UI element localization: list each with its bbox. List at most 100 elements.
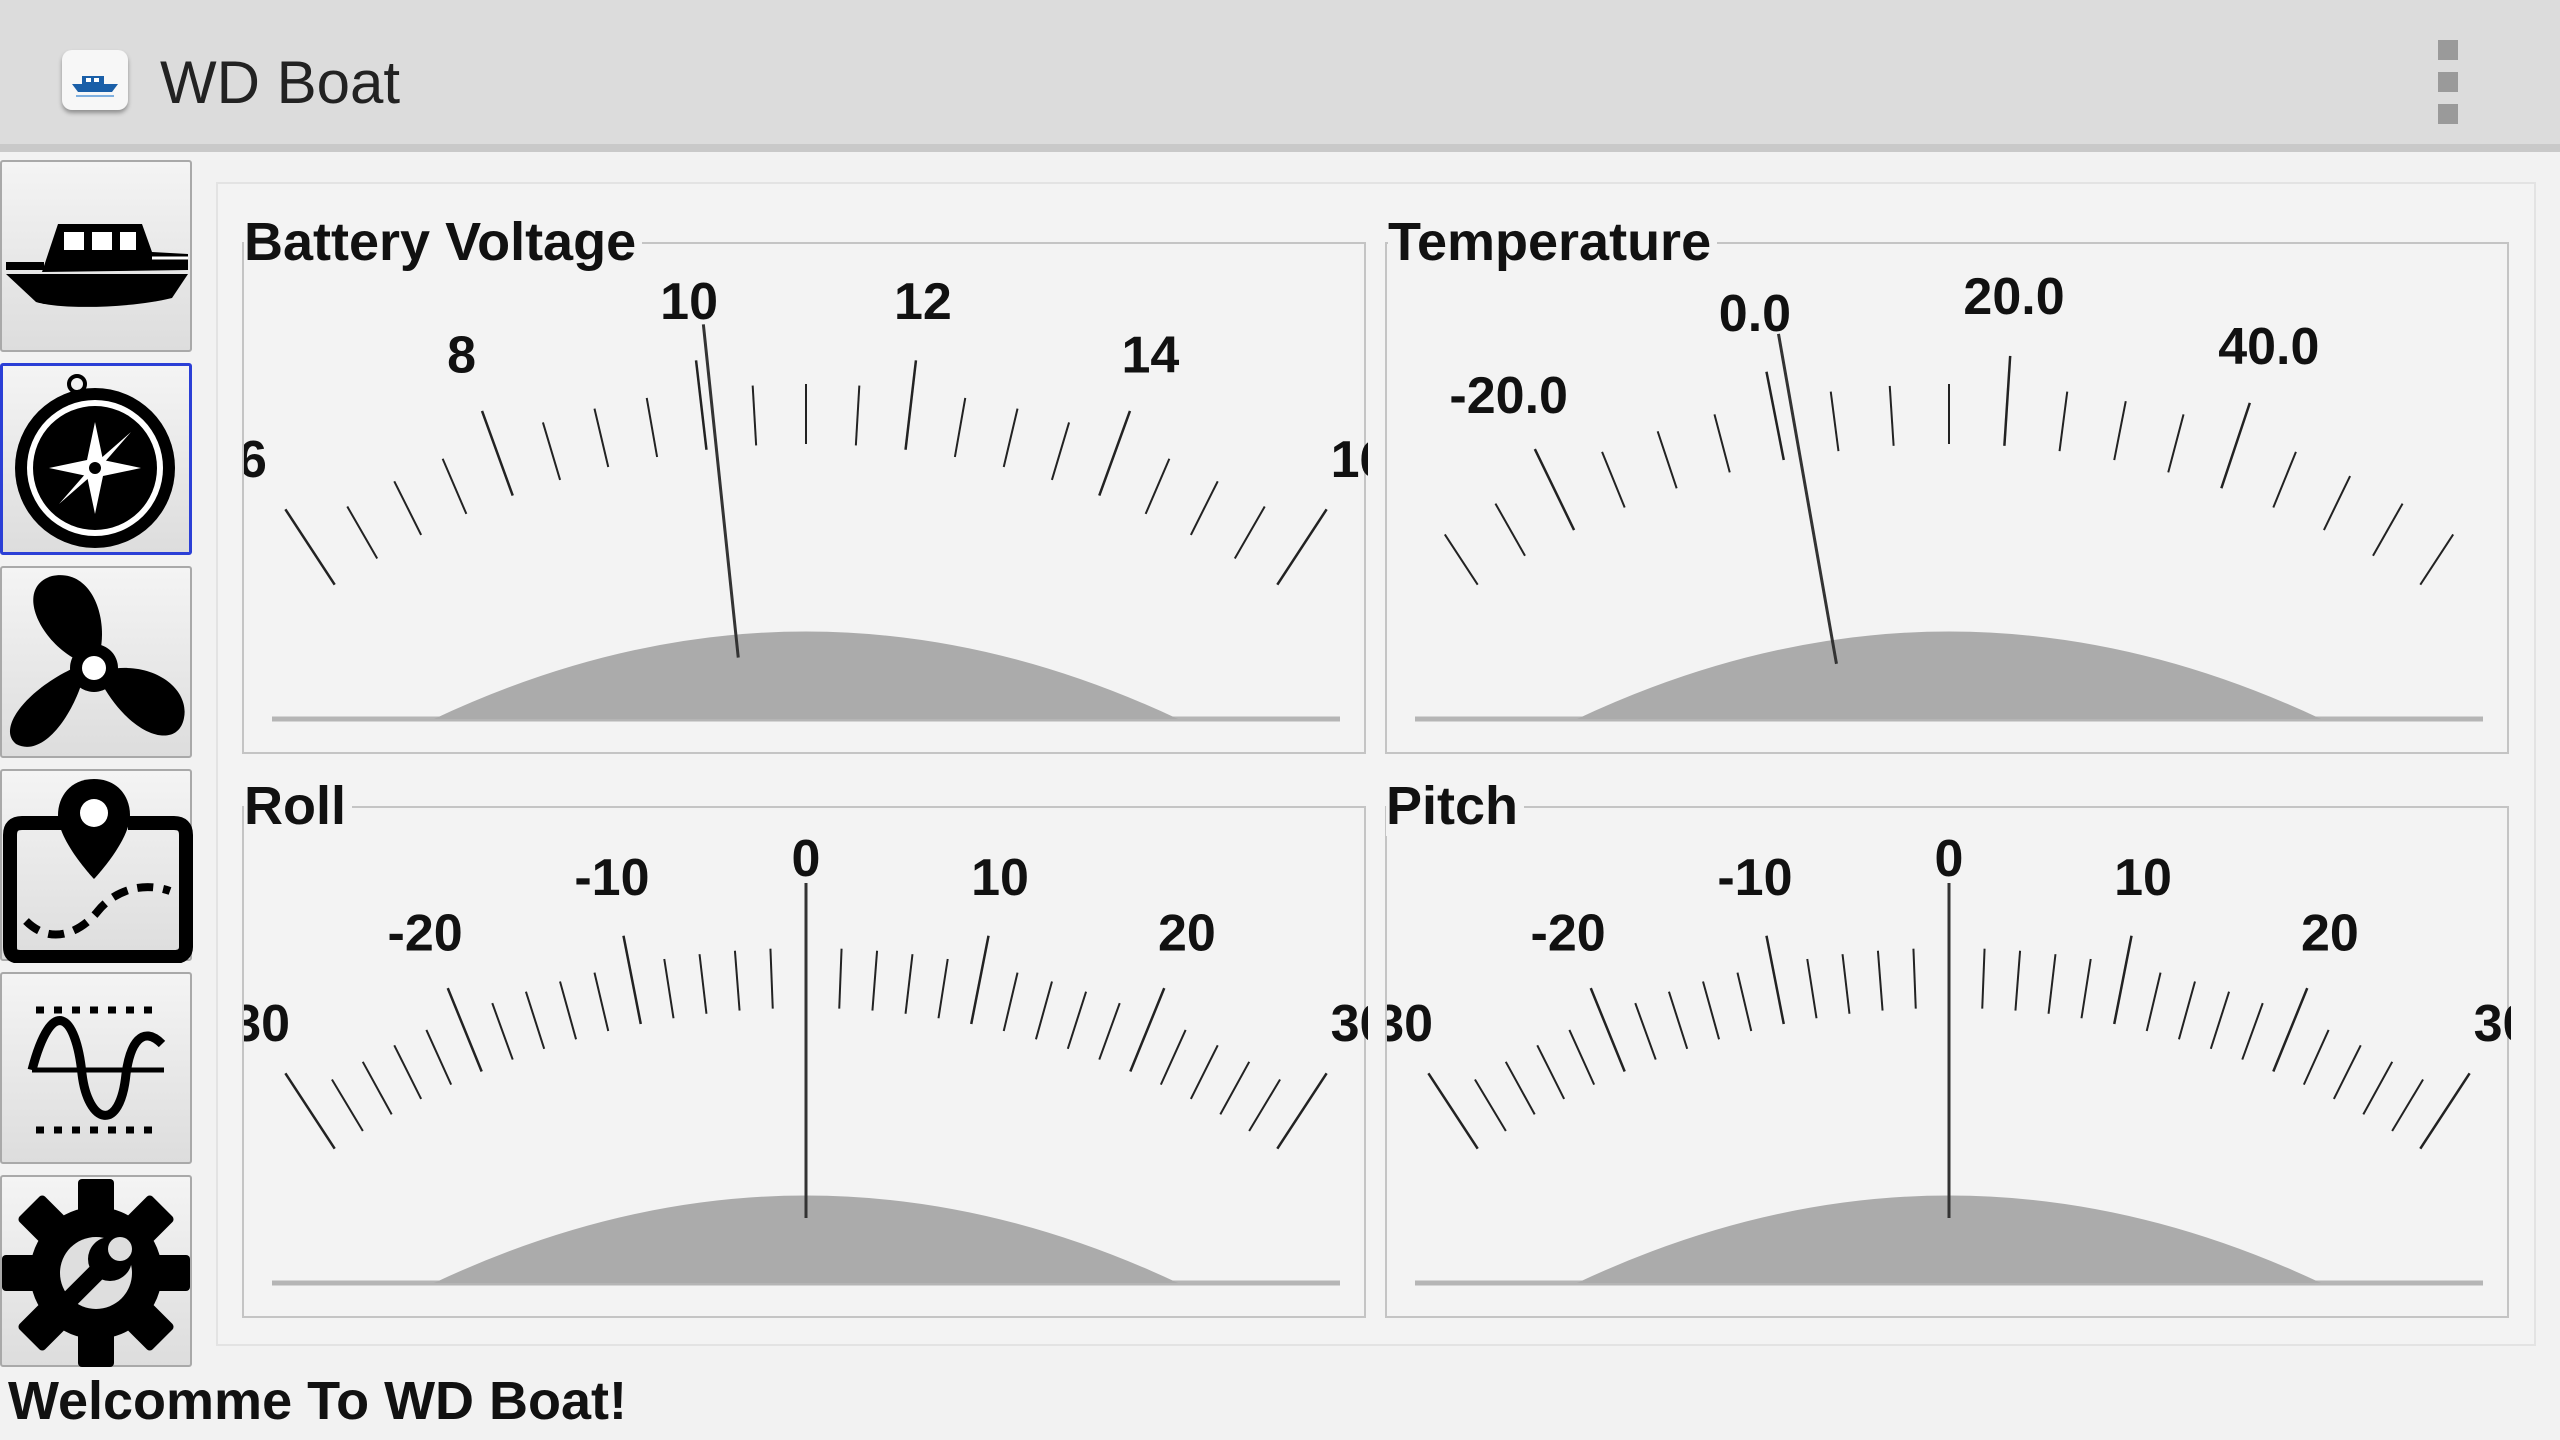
minor-tick xyxy=(1504,1061,1536,1115)
settings-gear-wrench-icon xyxy=(2,1179,190,1367)
minor-tick xyxy=(2177,981,2196,1040)
minor-tick xyxy=(1634,1002,1657,1060)
major-tick xyxy=(284,1072,336,1150)
gauge-needle xyxy=(701,324,740,658)
tick-label: 30 xyxy=(1331,995,1368,1053)
minor-tick xyxy=(346,506,379,560)
minor-tick xyxy=(2241,1002,2264,1060)
major-tick xyxy=(694,360,708,450)
minor-tick xyxy=(2362,1061,2394,1115)
minor-tick xyxy=(593,972,610,1032)
minor-tick xyxy=(1601,451,1626,508)
major-tick xyxy=(904,360,918,450)
minor-tick xyxy=(1050,422,1071,481)
app-title: WD Boat xyxy=(160,49,401,116)
minor-tick xyxy=(1159,1029,1187,1086)
minor-tick xyxy=(2058,391,2069,452)
minor-tick xyxy=(2014,950,2022,1011)
tick-label: -30 xyxy=(244,995,290,1053)
battery-voltage-dial: 6 8 10 12 14 16 xyxy=(244,273,1368,722)
roll-title: Roll xyxy=(244,776,352,836)
tick-label: -30 xyxy=(1387,995,1433,1053)
major-tick xyxy=(1427,1072,1479,1150)
tick-label: 40.0 xyxy=(2218,318,2319,376)
minor-tick xyxy=(1876,950,1884,1011)
minor-tick xyxy=(441,458,468,515)
boat-icon xyxy=(6,224,188,307)
minor-tick xyxy=(1702,981,1721,1040)
minor-tick xyxy=(2302,1029,2330,1086)
major-tick xyxy=(1765,935,1785,1025)
major-tick xyxy=(1098,410,1132,496)
minor-tick xyxy=(559,981,578,1040)
major-tick xyxy=(2003,355,2012,446)
minor-tick xyxy=(2080,958,2092,1019)
major-tick xyxy=(1589,987,1626,1072)
minor-tick xyxy=(1189,480,1219,536)
minor-tick xyxy=(733,950,741,1011)
tick-label: 6 xyxy=(244,431,267,489)
tick-label: 30 xyxy=(2474,995,2511,1053)
minor-tick xyxy=(1494,503,1526,557)
major-tick xyxy=(1276,508,1328,586)
minor-tick xyxy=(524,991,546,1050)
minor-tick xyxy=(698,954,708,1014)
minor-tick xyxy=(1474,1079,1507,1132)
tick-label: 10 xyxy=(971,849,1029,907)
major-tick xyxy=(2272,987,2309,1072)
minor-tick xyxy=(645,397,659,458)
minor-tick xyxy=(393,1044,423,1100)
minor-tick xyxy=(541,422,562,481)
minor-tick xyxy=(1098,1002,1121,1060)
major-tick xyxy=(1276,1072,1328,1150)
major-tick xyxy=(1765,371,1785,461)
sidebar-item-signal[interactable] xyxy=(0,972,192,1164)
sidebar-item-settings[interactable] xyxy=(0,1175,192,1367)
status-message: Welcomme To WD Boat! xyxy=(8,1371,628,1431)
minor-tick xyxy=(953,397,967,458)
major-tick xyxy=(970,935,990,1025)
tick-label: -20.0 xyxy=(1449,367,1568,425)
minor-tick xyxy=(1233,506,1266,560)
tick-label: 0 xyxy=(792,830,821,888)
temperature-dial: -20.0 0.0 20.0 40.0 xyxy=(1415,268,2483,722)
minor-tick xyxy=(2167,414,2185,473)
major-tick xyxy=(1129,987,1166,1072)
roll-gauge: -30 -20 -10 0 10 20 30 xyxy=(242,806,1368,1318)
pitch-gauge: -30 -20 -10 0 10 20 30 xyxy=(1385,806,2511,1318)
dial-dome xyxy=(1577,1195,2321,1283)
dial-dome xyxy=(434,1195,1178,1283)
minor-tick xyxy=(1829,391,1840,452)
temperature-title: Temperature xyxy=(1388,212,1718,272)
sidebar-item-compass[interactable] xyxy=(0,363,192,555)
minor-tick xyxy=(1219,1061,1251,1115)
minor-tick xyxy=(1568,1029,1596,1086)
major-tick xyxy=(2419,1072,2471,1150)
minor-tick xyxy=(1656,431,1678,489)
tick-label: 12 xyxy=(894,273,952,331)
minor-tick xyxy=(2145,972,2162,1032)
sidebar-item-boat[interactable] xyxy=(0,160,192,352)
minor-tick xyxy=(1248,1079,1281,1132)
roll-dial: -30 -20 -10 0 10 20 30 xyxy=(244,830,1368,1286)
minor-tick xyxy=(2047,954,2057,1014)
overflow-menu-icon[interactable] xyxy=(2428,36,2468,128)
sidebar-item-map[interactable] xyxy=(0,769,193,963)
pitch-dial: -30 -20 -10 0 10 20 30 xyxy=(1387,830,2511,1286)
minor-tick xyxy=(769,948,774,1009)
major-tick xyxy=(2113,935,2133,1025)
minor-tick xyxy=(2113,400,2127,461)
tick-label: -10 xyxy=(1717,849,1792,907)
battery-voltage-gauge: 6 8 10 12 14 16 xyxy=(242,242,1368,754)
minor-tick xyxy=(1189,1044,1219,1100)
minor-tick xyxy=(2419,533,2455,586)
minor-tick xyxy=(1806,958,1818,1019)
minor-tick xyxy=(1736,972,1753,1032)
minor-tick xyxy=(904,954,914,1014)
tick-label: -10 xyxy=(574,849,649,907)
minor-tick xyxy=(854,385,861,446)
battery-voltage-title: Battery Voltage xyxy=(244,212,643,272)
minor-tick xyxy=(1002,408,1019,468)
major-tick xyxy=(1533,448,1576,531)
sidebar-item-propeller[interactable] xyxy=(0,566,192,758)
